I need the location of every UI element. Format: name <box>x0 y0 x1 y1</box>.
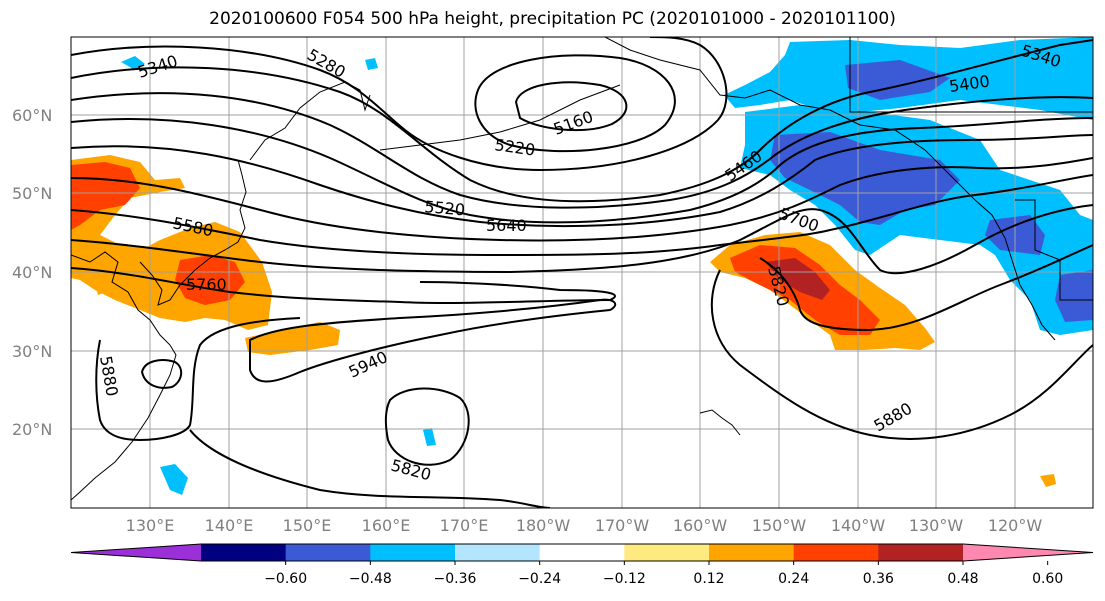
contour-5280 <box>71 37 728 172</box>
lon-label: 140°W <box>831 516 886 535</box>
contour-5940 <box>249 298 617 383</box>
contour-5760 <box>71 267 616 304</box>
positive-anomaly-region <box>1040 474 1056 487</box>
coastline-aleutians <box>379 84 621 151</box>
colorbar-tick-label: 0.24 <box>778 571 809 587</box>
contour-label: 5340 <box>135 51 180 82</box>
map-frame <box>70 36 1094 509</box>
lon-label: 150°E <box>283 516 332 535</box>
contour-label: 5820 <box>389 456 433 485</box>
contour-5340 <box>71 39 1093 203</box>
colorbar-segment <box>455 544 541 561</box>
coastline-korea-japan <box>139 159 247 306</box>
negative-anomaly-region <box>121 56 145 70</box>
negative-anomaly-region <box>423 428 436 446</box>
contour-label: 5880 <box>871 399 916 436</box>
contour-5160 <box>514 81 628 132</box>
colorbar-segment <box>539 544 625 561</box>
coastline-asia <box>71 251 177 501</box>
lat-label: 20°N <box>12 420 52 439</box>
lon-label: 160°E <box>362 516 411 535</box>
contour-5880-east <box>710 269 1093 440</box>
lon-label: 150°W <box>752 516 807 535</box>
positive-anomaly-region <box>93 270 112 295</box>
colorbar-tick-label: −0.48 <box>349 571 392 587</box>
lon-label: 130°E <box>126 516 175 535</box>
colorbar-segment <box>793 544 879 561</box>
colorbar-tick-label: 0.60 <box>1032 571 1063 587</box>
colorbar-segment <box>285 544 371 561</box>
contour-5580 <box>71 157 1093 242</box>
contour-5220 <box>474 54 676 153</box>
contour-5520 <box>71 134 1093 228</box>
coastline-hawaii <box>699 409 741 436</box>
contour-5820-loop <box>384 387 470 466</box>
lat-label: 30°N <box>12 342 52 361</box>
colorbar-outline <box>70 543 1094 562</box>
colorbar-segment <box>370 544 456 561</box>
lon-label: 180°W <box>516 516 571 535</box>
colorbar-extend-low <box>71 544 201 561</box>
contour-label: 5880 <box>96 354 122 397</box>
lon-label: 140°E <box>205 516 254 535</box>
latitude-labels: 60°N 50°N 40°N 30°N 20°N <box>12 106 52 439</box>
border-us-canada <box>849 37 1093 113</box>
colorbar-extend-high <box>963 544 1093 561</box>
contour-label: 5940 <box>346 347 391 381</box>
negative-anomaly-region <box>365 58 378 70</box>
extreme-positive-region <box>765 258 830 300</box>
contour-5400 <box>71 92 1093 209</box>
strong-negative-region <box>770 132 960 225</box>
colorbar-tick-label: 0.12 <box>693 571 724 587</box>
height-contours <box>71 37 1093 508</box>
border-us-states <box>1015 199 1093 301</box>
lon-label: 120°W <box>988 516 1043 535</box>
colorbar-tick-label: −0.12 <box>603 571 646 587</box>
lon-label: 170°W <box>595 516 650 535</box>
colorbar-tick-label: −0.36 <box>434 571 477 587</box>
map-title: 2020100600 F054 500 hPa height, precipit… <box>209 9 896 29</box>
colorbar-segment <box>201 544 287 561</box>
colorbar-segment <box>878 544 964 561</box>
contour-label: 5280 <box>304 45 349 82</box>
colorbar: −0.60 −0.48 −0.36 −0.24 −0.12 0.12 0.24 0.36 0.4… <box>70 543 1094 587</box>
colorbar-segment <box>709 544 795 561</box>
contour-5700 <box>71 204 1093 275</box>
contour-5640 <box>71 174 1093 257</box>
contour-5880-ring <box>140 359 183 389</box>
lat-label: 60°N <box>12 106 52 125</box>
colorbar-tick-label: −0.24 <box>518 571 561 587</box>
strong-negative-region <box>1055 270 1093 322</box>
lon-label: 170°E <box>440 516 489 535</box>
colorbar-segment <box>624 544 710 561</box>
contour-5820-south <box>189 429 551 508</box>
colorbar-tick-label: 0.48 <box>947 571 978 587</box>
contour-5880-west <box>95 317 301 442</box>
graticule <box>71 37 1093 508</box>
negative-anomaly-region <box>160 464 188 495</box>
longitude-labels: 130°E 140°E 150°E 160°E 170°E 180°W 170°… <box>126 516 1043 535</box>
lon-label: 160°W <box>673 516 728 535</box>
colorbar-tick-label: −0.60 <box>264 571 307 587</box>
strong-negative-region <box>845 60 950 100</box>
colorbar-tick-label: 0.36 <box>863 571 894 587</box>
lat-label: 50°N <box>12 184 52 203</box>
coastline-kamchatka <box>249 81 371 161</box>
contour-5820-east <box>759 244 1093 332</box>
contour-5460 <box>71 117 1093 224</box>
positive-anomaly-region <box>245 322 340 355</box>
contour-label: 5520 <box>424 197 466 219</box>
contour-label: 5220 <box>493 135 536 159</box>
contour-label: 5640 <box>486 216 527 235</box>
contour-label: 5760 <box>186 275 227 294</box>
lat-label: 40°N <box>12 263 52 282</box>
lon-label: 130°W <box>909 516 964 535</box>
